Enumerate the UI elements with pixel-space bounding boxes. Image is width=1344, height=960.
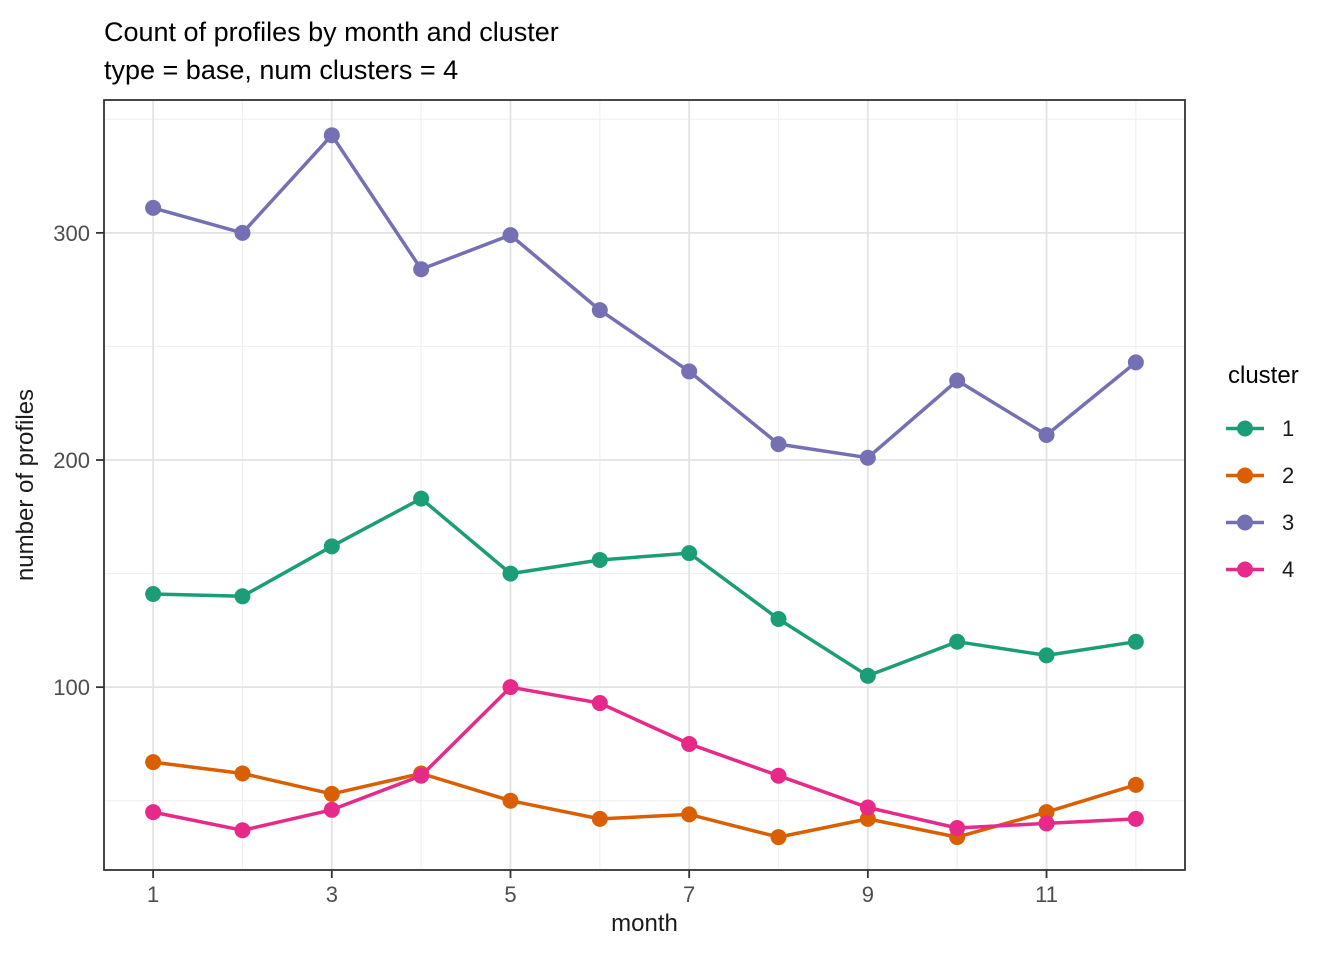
data-point-cluster-3	[770, 436, 787, 453]
data-point-cluster-3	[234, 224, 251, 241]
x-tick-label: 3	[326, 882, 338, 907]
series-line-4	[151, 685, 1138, 833]
data-point-cluster-1	[234, 588, 251, 605]
data-point-cluster-1	[1038, 647, 1055, 664]
data-point-cluster-4	[591, 695, 608, 712]
data-point-cluster-2	[234, 765, 251, 782]
x-tick-label: 7	[683, 882, 695, 907]
legend-label: 3	[1282, 509, 1295, 535]
data-point-cluster-4	[502, 679, 519, 696]
x-axis-title: month	[611, 910, 678, 937]
data-point-cluster-1	[859, 667, 876, 684]
data-point-cluster-2	[323, 785, 340, 802]
legend: cluster 1 2 3 4	[1224, 362, 1299, 602]
y-tick-label: 300	[53, 221, 90, 246]
x-tick-label: 5	[504, 882, 516, 907]
data-point-cluster-4	[681, 735, 698, 752]
data-point-cluster-4	[413, 767, 430, 784]
y-tick-label: 100	[53, 675, 90, 700]
data-point-cluster-2	[502, 792, 519, 809]
data-point-cluster-1	[681, 545, 698, 562]
legend-key-icon	[1226, 561, 1264, 578]
legend-key-icon	[1226, 467, 1264, 484]
data-point-cluster-1	[949, 633, 966, 650]
data-point-cluster-2	[681, 806, 698, 823]
data-point-cluster-1	[1127, 633, 1144, 650]
y-tick-label: 200	[53, 448, 90, 473]
x-tick-label: 11	[1035, 882, 1058, 907]
legend-items: 1 2 3 4	[1224, 414, 1299, 584]
legend-label: 2	[1282, 462, 1295, 488]
data-point-cluster-4	[323, 801, 340, 818]
series-line-2	[151, 760, 1138, 839]
legend-key-icon	[1226, 514, 1264, 531]
x-tick-label: 9	[862, 882, 874, 907]
data-point-cluster-4	[1127, 810, 1144, 827]
data-point-cluster-3	[145, 199, 162, 216]
data-point-cluster-2	[591, 810, 608, 827]
series-line-3	[151, 133, 1138, 460]
data-point-cluster-3	[413, 261, 430, 278]
legend-item-cluster-2: 2	[1224, 461, 1299, 490]
panel-background	[104, 100, 1185, 870]
chart-subtitle: type = base, num clusters = 4	[104, 55, 459, 85]
legend-label: 4	[1282, 556, 1295, 582]
series-line-1	[151, 496, 1138, 678]
x-tick-label: 1	[147, 882, 159, 907]
data-point-cluster-3	[502, 227, 519, 244]
data-point-cluster-1	[413, 490, 430, 507]
data-point-cluster-1	[323, 538, 340, 555]
data-point-cluster-2	[770, 829, 787, 846]
legend-item-cluster-4: 4	[1224, 555, 1299, 584]
data-point-cluster-3	[681, 363, 698, 380]
legend-item-cluster-3: 3	[1224, 508, 1299, 537]
data-point-cluster-4	[234, 822, 251, 839]
legend-title: cluster	[1228, 362, 1299, 389]
data-point-cluster-3	[1038, 427, 1055, 444]
data-point-cluster-2	[1038, 804, 1055, 821]
data-point-cluster-3	[591, 302, 608, 319]
data-point-cluster-4	[1038, 815, 1055, 832]
data-point-cluster-2	[859, 810, 876, 827]
legend-label: 1	[1282, 415, 1295, 441]
data-point-cluster-3	[859, 449, 876, 466]
data-point-cluster-4	[949, 819, 966, 836]
data-point-cluster-1	[591, 551, 608, 568]
legend-key-icon	[1226, 420, 1264, 437]
y-axis-title: number of profiles	[12, 388, 39, 582]
data-point-cluster-1	[770, 611, 787, 628]
data-point-cluster-3	[323, 127, 340, 144]
data-point-cluster-1	[502, 565, 519, 582]
data-point-cluster-4	[770, 767, 787, 784]
chart-title: Count of profiles by month and cluster	[104, 17, 559, 47]
data-point-cluster-2	[1127, 776, 1144, 793]
data-point-cluster-4	[145, 804, 162, 821]
data-point-cluster-2	[145, 754, 162, 771]
panel-border	[103, 99, 1186, 871]
legend-item-cluster-1: 1	[1224, 414, 1299, 443]
data-point-cluster-1	[145, 586, 162, 603]
data-point-cluster-3	[1127, 354, 1144, 371]
data-point-cluster-4	[859, 799, 876, 816]
data-point-cluster-3	[949, 372, 966, 389]
